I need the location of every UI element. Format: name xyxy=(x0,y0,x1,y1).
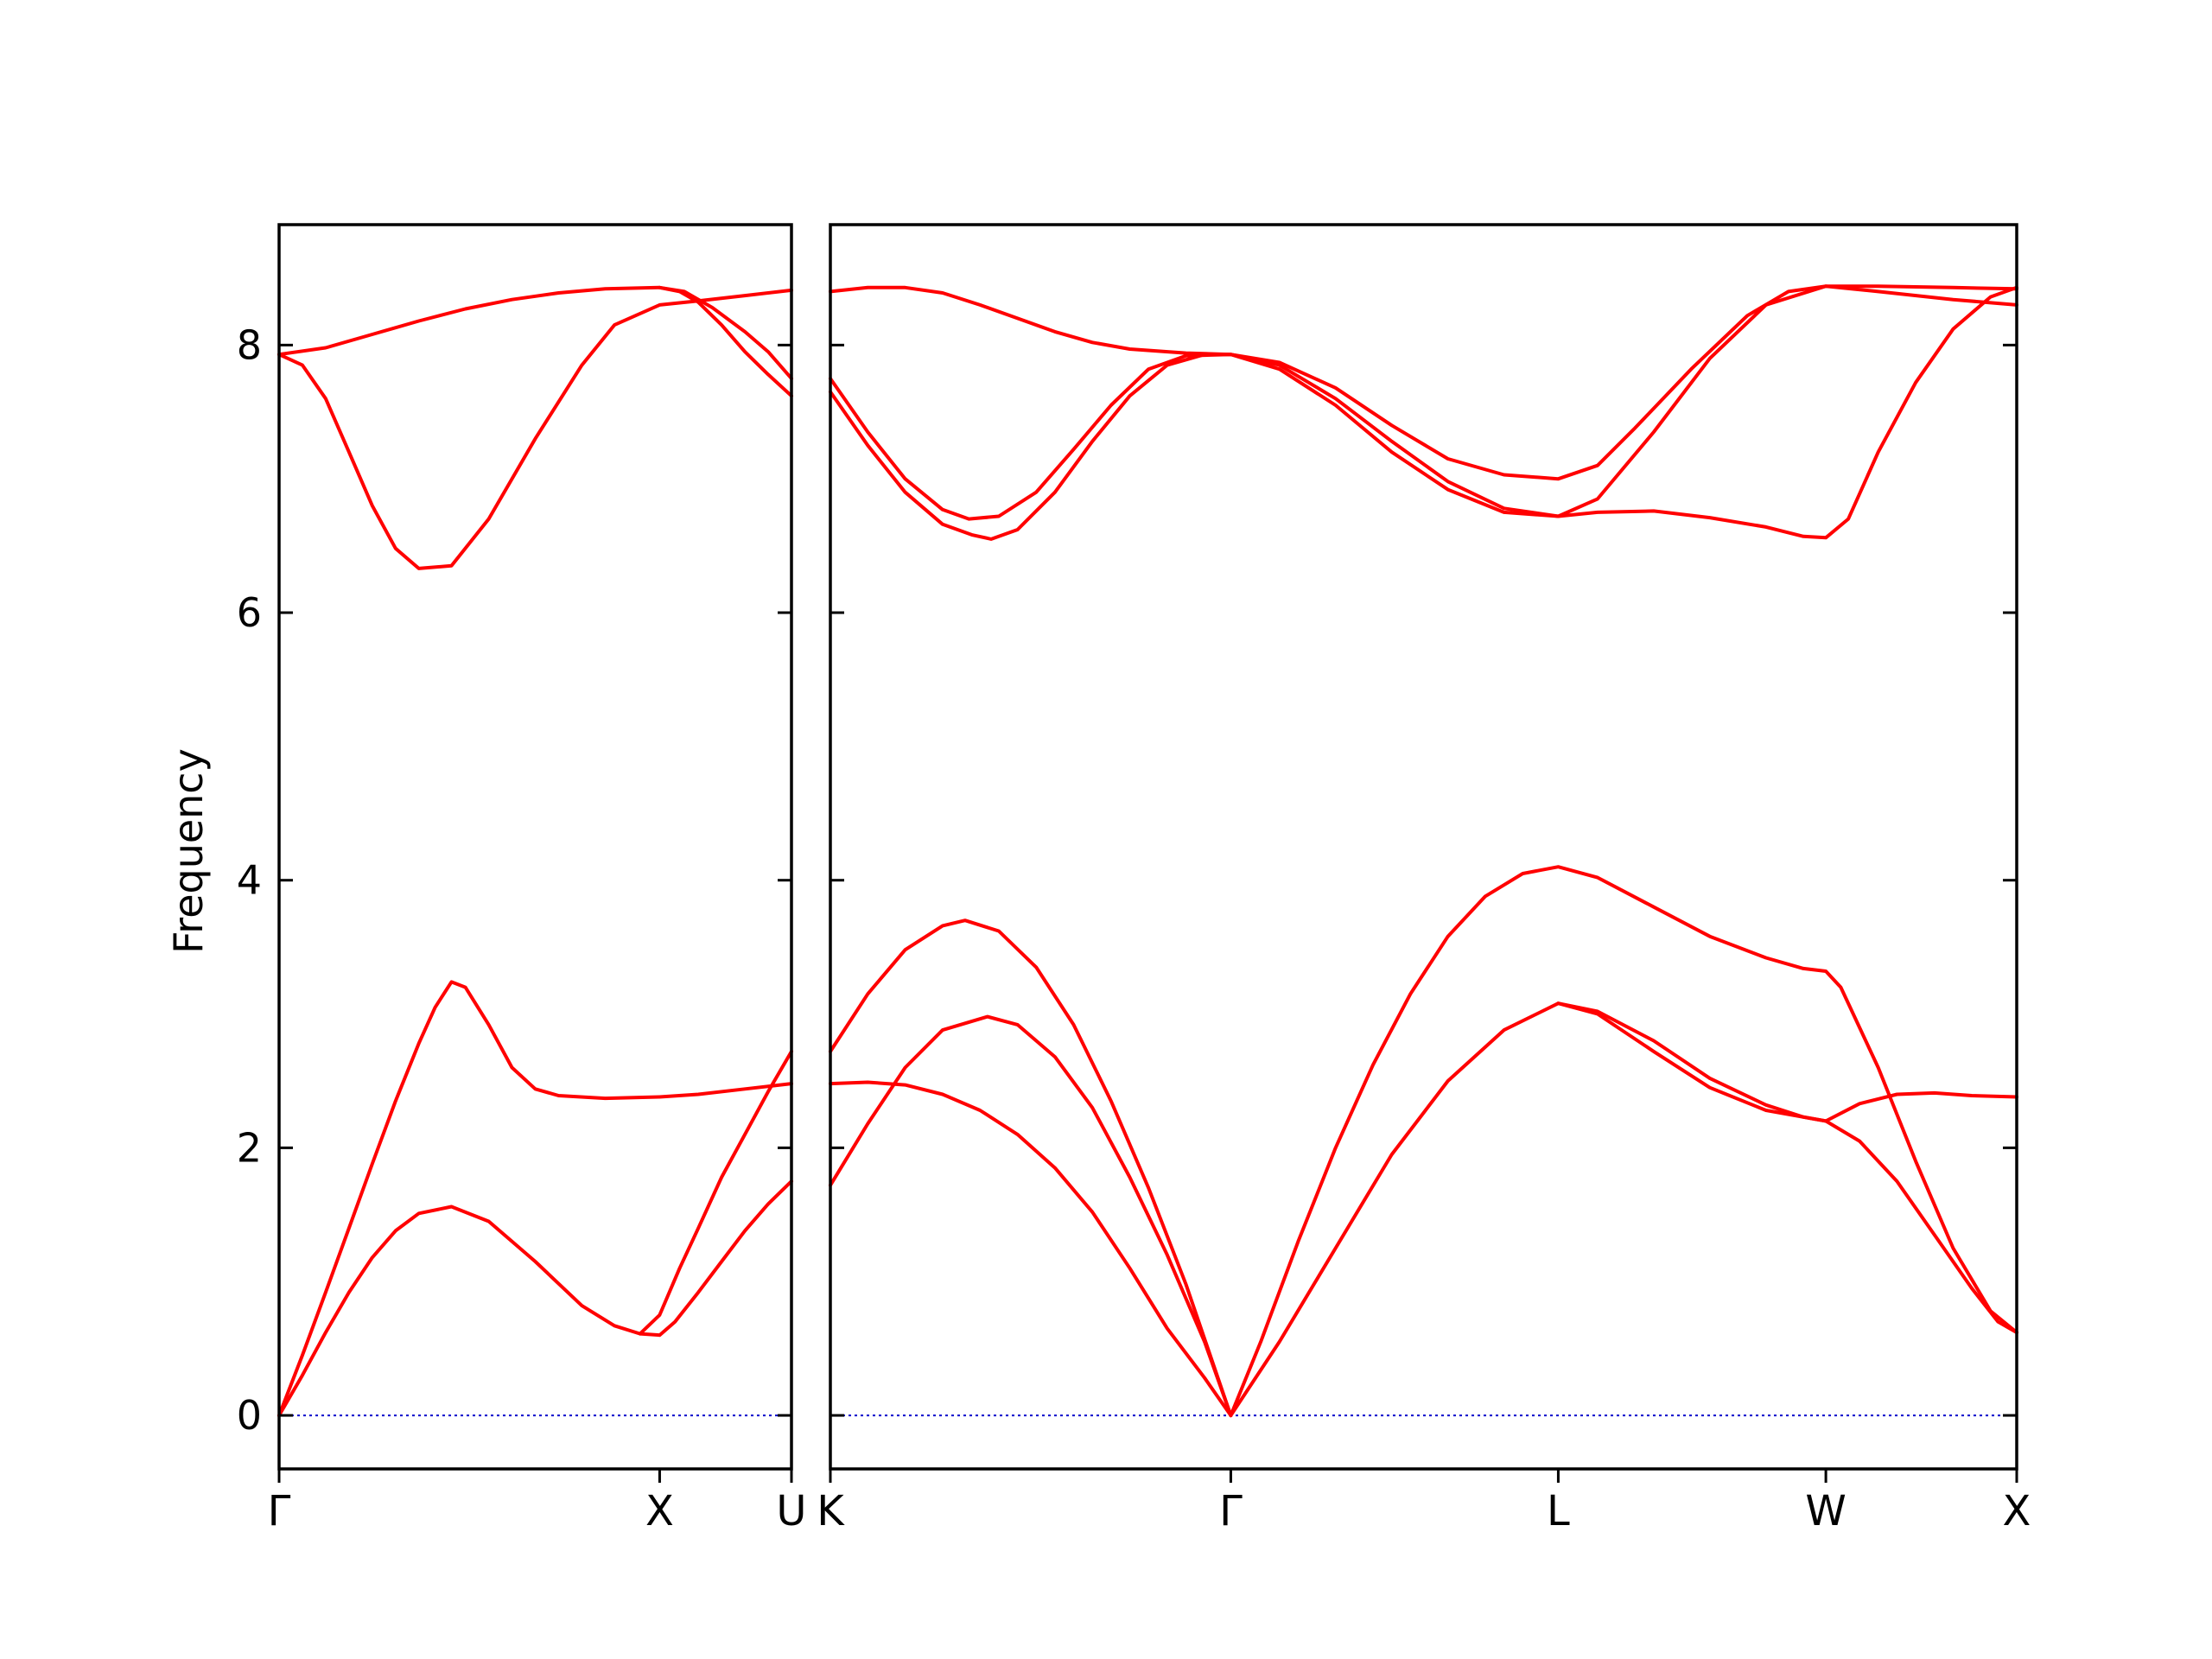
band-line xyxy=(277,980,793,1418)
band-line xyxy=(829,1080,1233,1418)
y-tick-label: 0 xyxy=(237,1392,262,1439)
x-tick-label: U xyxy=(776,1487,806,1535)
y-tick-label: 6 xyxy=(237,589,262,636)
y-tick-label: 2 xyxy=(237,1124,262,1171)
x-tick-label: X xyxy=(2003,1487,2031,1535)
band-line xyxy=(829,284,2018,481)
panel-frame xyxy=(277,223,793,1471)
band-line xyxy=(1229,1001,2018,1418)
x-tick-label: X xyxy=(645,1487,674,1535)
band-line xyxy=(829,284,2018,521)
y-axis-label: Frequency xyxy=(165,748,212,954)
band-line xyxy=(277,288,793,570)
band-line xyxy=(277,1179,793,1418)
band-line xyxy=(1229,865,2018,1418)
band-line xyxy=(277,285,793,398)
y-tick-label: 8 xyxy=(237,321,262,368)
band-line xyxy=(1556,1001,2018,1123)
y-axis-ticks: 0 2 4 6 8 xyxy=(237,321,262,1439)
x-tick-label: W xyxy=(1805,1487,1846,1535)
band-line xyxy=(658,285,793,381)
x-tick-label: K xyxy=(817,1487,845,1535)
x-tick-label: L xyxy=(1547,1487,1570,1535)
panel-frame xyxy=(829,223,2018,1471)
x-tick-label: Γ xyxy=(1219,1487,1243,1535)
band-line xyxy=(829,285,2018,541)
x-tick-label: Γ xyxy=(268,1487,291,1535)
band-line xyxy=(638,1049,793,1336)
band-line xyxy=(829,918,1233,1418)
y-tick-label: 4 xyxy=(237,857,262,904)
band-line xyxy=(829,1014,1233,1418)
